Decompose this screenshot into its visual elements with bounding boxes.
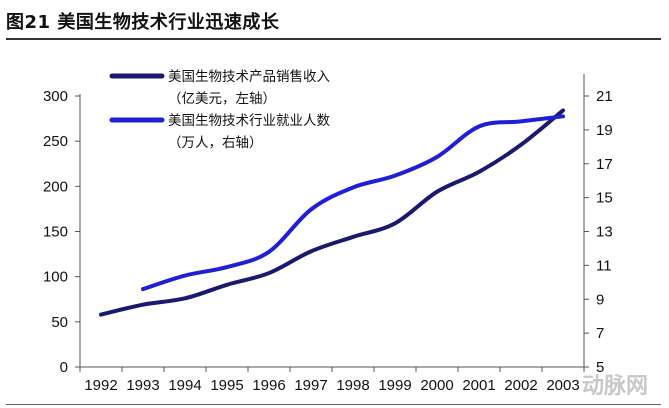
x-tick-label-1: 1993 — [126, 377, 159, 394]
y-right-tick-label-3: 11 — [596, 257, 612, 274]
y-left-tick-label-4: 200 — [43, 178, 68, 195]
x-tick-label-11: 2003 — [546, 377, 579, 394]
x-tick-label-0: 1992 — [84, 377, 117, 394]
y-right-ticks: 5 7 9 11 13 15 17 19 21 — [584, 88, 613, 376]
series-line-sales — [99, 108, 565, 317]
y-right-tick-label-0: 5 — [596, 359, 604, 376]
y-right-tick-label-8: 21 — [596, 88, 613, 105]
y-right-tick-label-1: 7 — [596, 325, 604, 342]
watermark-text: 动脉网 — [582, 374, 648, 399]
y-right-tick-label-2: 9 — [596, 291, 604, 308]
y-left-ticks: 0 50 100 150 200 250 300 — [43, 88, 80, 376]
legend-unit-sales: （亿美元，左轴） — [168, 91, 276, 107]
y-left-tick-label-3: 150 — [43, 224, 68, 241]
y-right-tick-label-6: 17 — [596, 156, 613, 173]
title-rule — [6, 38, 661, 40]
y-left-tick-label-6: 300 — [43, 88, 68, 105]
series-line-employment — [141, 114, 565, 292]
x-tick-label-5: 1997 — [294, 377, 327, 394]
y-left-tick-label-5: 250 — [43, 133, 68, 150]
y-left-tick-label-2: 100 — [43, 269, 68, 286]
y-right-tick-label-7: 19 — [596, 122, 613, 139]
x-tick-label-4: 1996 — [252, 377, 285, 394]
x-tick-label-6: 1998 — [336, 377, 369, 394]
y-right-tick-label-4: 13 — [596, 224, 613, 241]
legend-label-employment: 美国生物技术行业就业人数 — [168, 113, 330, 129]
x-tick-label-8: 2000 — [420, 377, 453, 394]
x-tick-label-10: 2002 — [504, 377, 537, 394]
bottom-rule — [6, 404, 661, 405]
legend-label-sales: 美国生物技术产品销售收入 — [168, 69, 330, 85]
y-right-tick-label-5: 15 — [596, 190, 613, 207]
x-tick-label-7: 1999 — [378, 377, 411, 394]
x-tick-label-2: 1994 — [168, 377, 201, 394]
x-ticks: 1992 1993 1994 1995 1996 1997 1998 1999 2000 2001… — [79, 367, 585, 394]
legend: 美国生物技术产品销售收入 （亿美元，左轴） 美国生物技术行业就业人数 （万人，右… — [109, 69, 330, 151]
y-left-tick-label-1: 50 — [51, 314, 68, 331]
x-tick-label-3: 1995 — [210, 377, 243, 394]
series-lines — [99, 108, 565, 317]
x-tick-label-9: 2001 — [462, 377, 495, 394]
legend-unit-employment: （万人，右轴） — [168, 135, 263, 151]
y-left-tick-label-0: 0 — [60, 359, 68, 376]
figure-title: 图21 美国生物技术行业迅速成长 — [6, 12, 280, 33]
